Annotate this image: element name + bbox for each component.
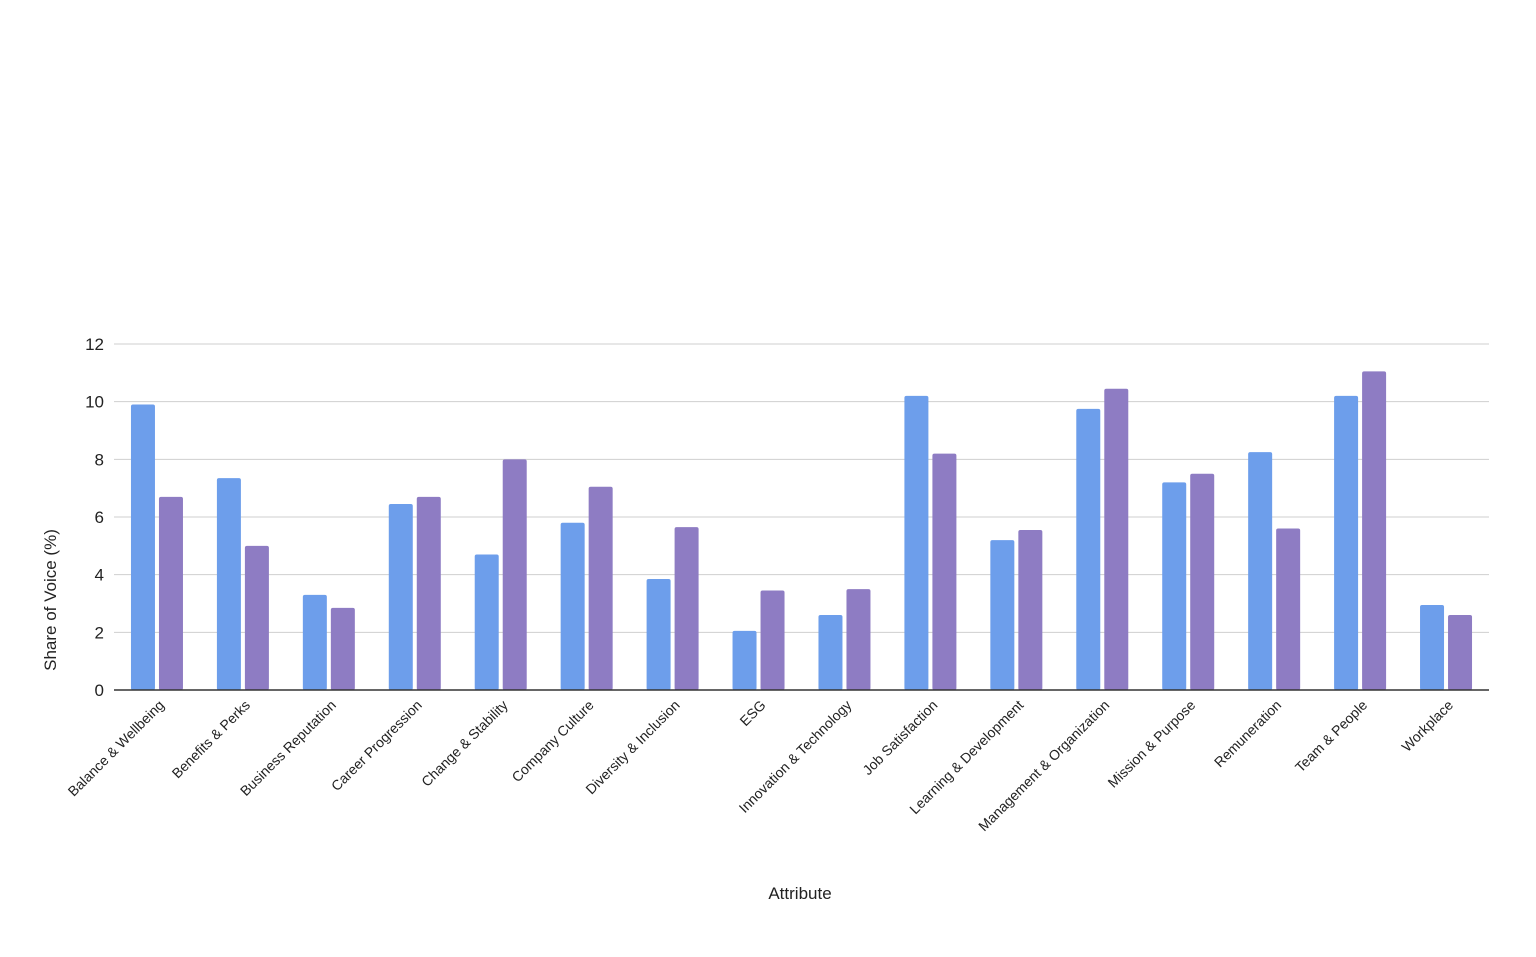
bar-series-1 [646,578,671,690]
y-axis-ticks: 0 2 4 6 8 10 12 [85,335,104,700]
bar-series-1 [302,594,327,690]
x-tick-label: Balance & Wellbeing [65,697,167,799]
bar-series-2 [1190,473,1215,690]
bar-series-1 [216,478,241,690]
bar-series-1 [1076,408,1101,690]
y-tick-label: 6 [95,508,104,527]
bar-series-1 [1334,395,1359,690]
bar-series-1 [904,395,929,690]
bar-series-2 [1276,528,1301,690]
x-tick-label: Change & Stability [418,697,511,790]
bar-series-1 [818,615,843,690]
bar-series-2 [1104,388,1129,690]
x-axis-title: Attribute [768,884,831,903]
bar-series-1 [1248,452,1273,690]
bar-series-2 [674,527,699,690]
bar-series-1 [990,540,1015,690]
bar-series-2 [1448,615,1473,690]
x-tick-label: Career Progression [328,697,425,794]
bar-series-2 [330,607,355,690]
bar-series-1 [474,554,499,690]
y-tick-label: 2 [95,623,104,642]
bar-series-2 [846,589,871,690]
bar-series-1 [560,522,585,690]
bar-series-2 [932,453,957,690]
x-tick-label: Workplace [1398,697,1456,755]
x-tick-label: Company Culture [508,697,596,785]
bar-series-1 [732,630,757,690]
bar-series-2 [1018,529,1043,690]
bar-series-2 [760,590,785,690]
x-tick-label: Mission & Purpose [1104,697,1198,791]
y-axis-title: Share of Voice (%) [41,529,60,671]
bar-series-1 [130,404,155,690]
x-tick-label: Benefits & Perks [169,697,253,781]
x-tick-label: Team & People [1292,697,1371,776]
x-tick-label: Business Reputation [237,697,339,799]
bars [130,371,1473,690]
bar-series-2 [244,545,269,690]
y-tick-label: 0 [95,681,104,700]
y-tick-label: 10 [85,393,104,412]
x-tick-label: Remuneration [1211,697,1284,770]
bar-series-1 [388,504,413,690]
bar-series-1 [1162,482,1187,690]
x-tick-label: Job Satisfaction [859,697,940,778]
y-tick-label: 8 [95,450,104,469]
y-tick-label: 12 [85,335,104,354]
bar-series-2 [588,486,613,690]
x-tick-label: Diversity & Inclusion [582,697,682,797]
bar-series-2 [158,496,183,690]
y-tick-label: 4 [95,566,104,585]
x-axis-ticks: Balance & Wellbeing Benefits & PerksBusin… [65,697,1457,834]
bar-series-2 [1362,371,1387,690]
bar-series-2 [502,459,527,690]
bar-series-1 [1420,604,1445,690]
bar-series-2 [416,496,441,690]
x-tick-label: ESG [736,697,768,729]
